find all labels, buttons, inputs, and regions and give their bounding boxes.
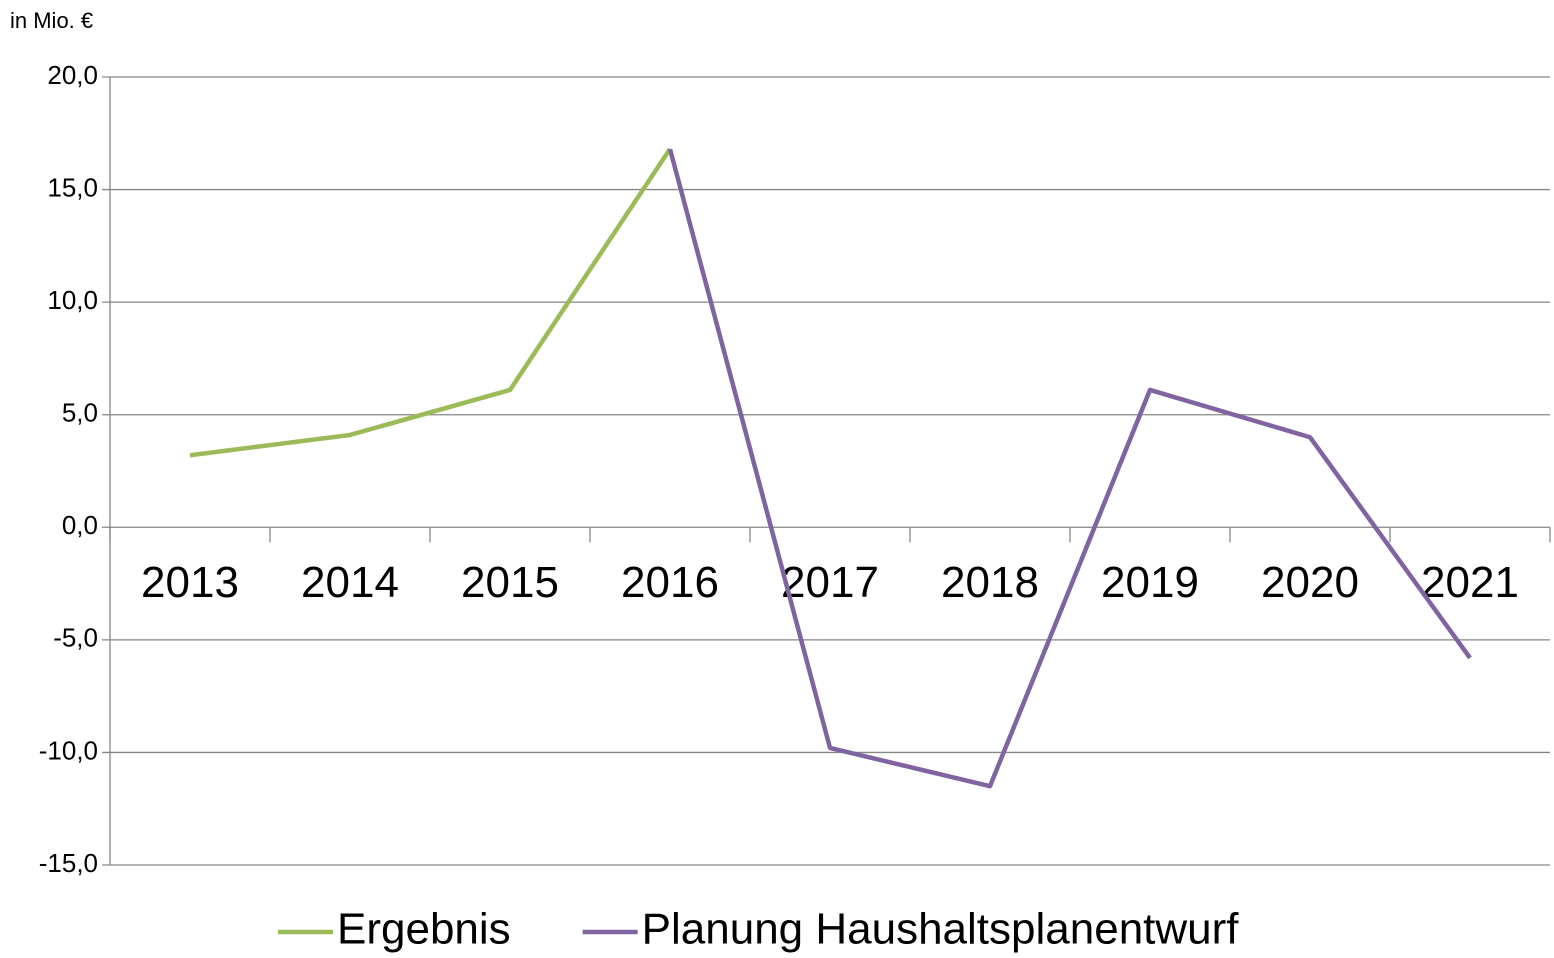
x-tick-label: 2021	[1421, 558, 1519, 607]
series-line	[189, 147, 672, 458]
y-axis-label: in Mio. €	[10, 8, 93, 33]
x-tick-label: 2015	[461, 558, 559, 607]
x-tick-label: 2017	[781, 558, 879, 607]
y-tick-label: -15,0	[39, 848, 98, 878]
legend-label: Ergebnis	[337, 905, 511, 954]
x-tick-label: 2019	[1101, 558, 1199, 607]
y-tick-label: 5,0	[62, 398, 98, 428]
y-tick-label: 20,0	[47, 60, 98, 90]
y-tick-label: -10,0	[39, 735, 98, 765]
y-tick-label: 0,0	[62, 510, 98, 540]
y-tick-label: 15,0	[47, 172, 98, 202]
legend-label: Planung Haushaltsplanentwurf	[642, 905, 1240, 954]
series-line	[667, 148, 1472, 789]
x-tick-label: 2013	[141, 558, 239, 607]
x-tick-label: 2016	[621, 558, 719, 607]
x-tick-label: 2014	[301, 558, 399, 607]
y-tick-label: 10,0	[47, 285, 98, 315]
x-tick-label: 2018	[941, 558, 1039, 607]
y-tick-label: -5,0	[53, 623, 98, 653]
x-tick-label: 2020	[1261, 558, 1359, 607]
